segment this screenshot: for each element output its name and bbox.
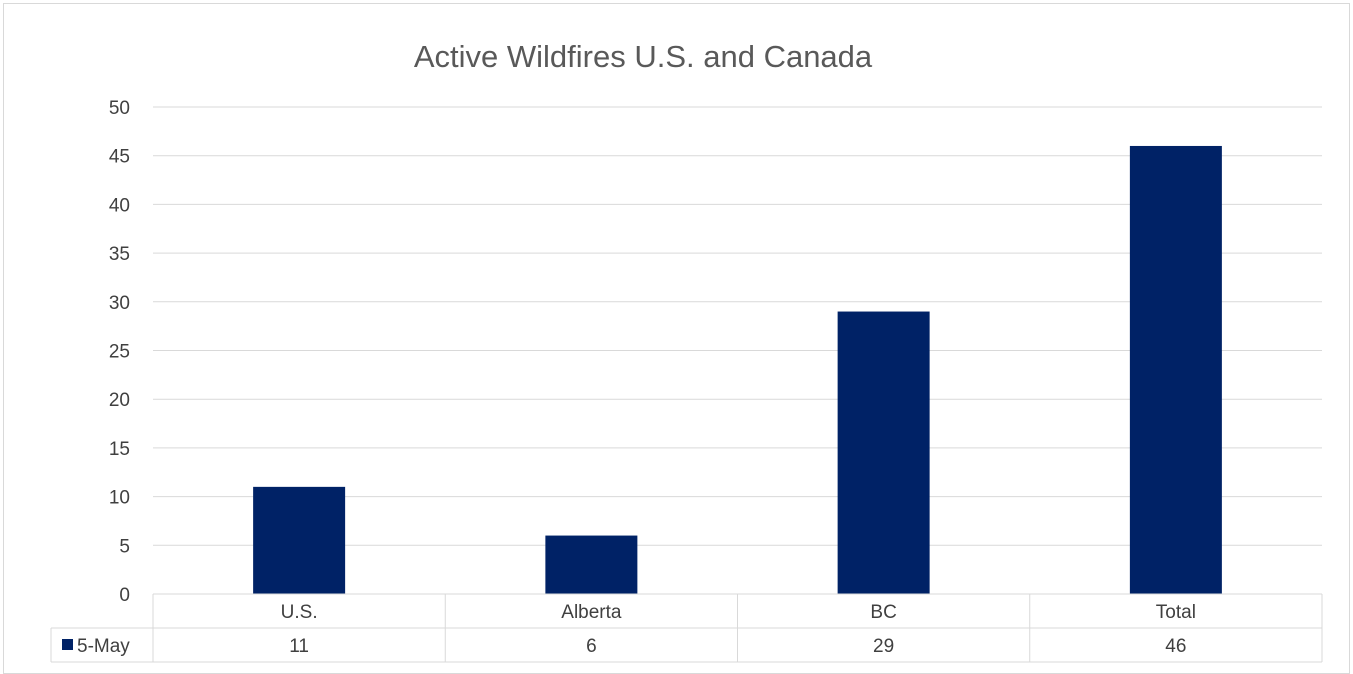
y-tick-label: 0 — [119, 585, 130, 606]
y-tick-label: 35 — [109, 244, 130, 265]
legend-swatch — [62, 639, 73, 650]
data-table-value: 6 — [586, 636, 597, 657]
chart-frame — [3, 3, 1350, 674]
bar — [545, 535, 638, 594]
data-table-value: 29 — [873, 636, 894, 657]
y-tick-label: 45 — [109, 147, 130, 168]
y-tick-label: 5 — [119, 536, 130, 557]
x-category-label: Alberta — [561, 602, 622, 623]
gridlines — [153, 106, 1322, 546]
bars — [253, 145, 1222, 594]
bar — [837, 311, 930, 594]
bar — [253, 486, 346, 594]
y-axis-tick-labels: 0 5 10 15 20 25 30 35 40 45 50 — [109, 98, 130, 606]
y-tick-label: 40 — [109, 195, 130, 216]
legend-series-name: 5-May — [77, 636, 130, 657]
data-table-value: 46 — [1165, 636, 1186, 657]
y-tick-label: 25 — [109, 342, 130, 363]
x-category-label: U.S. — [281, 602, 318, 623]
y-tick-label: 15 — [109, 439, 130, 460]
y-tick-label: 10 — [109, 488, 130, 509]
data-table: U.S. 11 Alberta 6 BC 29 Total 46 5-May — [50, 593, 1323, 663]
bar — [1129, 145, 1222, 594]
y-tick-label: 20 — [109, 390, 130, 411]
x-category-label: BC — [870, 602, 896, 623]
y-tick-label: 30 — [109, 293, 130, 314]
data-table-value: 11 — [289, 636, 309, 657]
x-category-label: Total — [1156, 602, 1196, 623]
y-tick-label: 50 — [109, 98, 130, 119]
chart-title: Active Wildfires U.S. and Canada — [414, 39, 873, 74]
